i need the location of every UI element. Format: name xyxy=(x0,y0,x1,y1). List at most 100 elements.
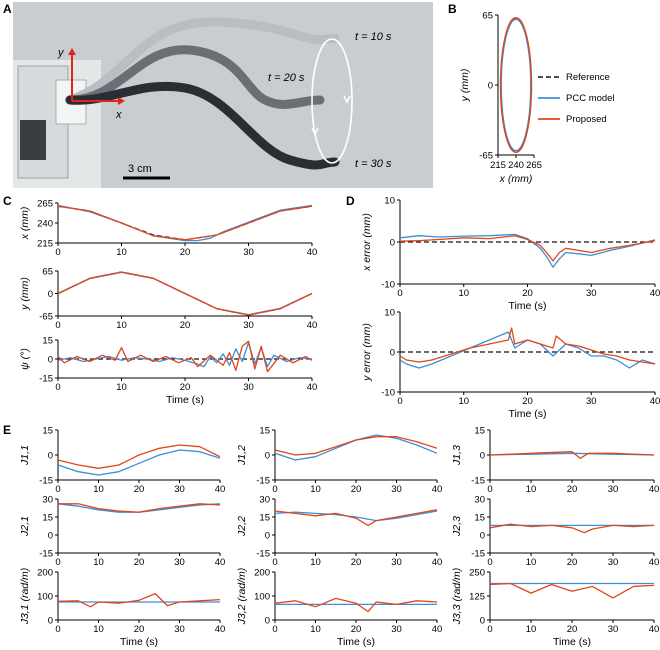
x-tick-label: 30 xyxy=(586,396,597,407)
series-pcc-model xyxy=(399,233,656,268)
x-tick-label: 10 xyxy=(93,557,104,568)
trajectory-arrow-down xyxy=(311,127,319,136)
y-tick-label: 15 xyxy=(42,513,53,524)
x-tick-label: 20 xyxy=(522,288,533,299)
x-tick-label: 0 xyxy=(55,557,60,568)
robot-photo: y x t = 10 s t = 20 s t = 30 s 3 cm xyxy=(13,2,433,188)
series-proposed xyxy=(489,451,655,459)
y-axis-label: J1,1 xyxy=(19,445,31,466)
x-tick-label: 30 xyxy=(608,557,619,568)
y-axis-label: J3,3 (rad/m) xyxy=(451,568,463,626)
x-tick-label: 20 xyxy=(351,484,362,495)
x-tick-label: 0 xyxy=(55,320,60,331)
chart-c2: 650-650 10 20 30 40y (mm) xyxy=(19,267,317,332)
x-tick-label: 40 xyxy=(649,484,660,495)
x-tick-label: 20 xyxy=(351,557,362,568)
y-tick-label: 100 xyxy=(254,592,270,603)
x-tick-label: 30 xyxy=(608,484,619,495)
y-tick-label: 0 xyxy=(480,451,485,462)
y-tick-label: 65 xyxy=(482,11,493,22)
y-tick-label: 0 xyxy=(390,238,395,249)
x-tick-label: 30 xyxy=(174,484,185,495)
y-tick-label: -15 xyxy=(256,476,270,487)
x-axis-label: Time (s) xyxy=(166,394,204,406)
x-tick-label: 265 xyxy=(526,160,542,171)
y-tick-label: 200 xyxy=(254,568,270,579)
x-tick-label: 20 xyxy=(567,484,578,495)
photo-y-label: y xyxy=(57,47,65,59)
x-tick-label: 20 xyxy=(134,484,145,495)
x-tick-label: 0 xyxy=(55,624,60,635)
x-tick-label: 30 xyxy=(608,624,619,635)
x-tick-label: 10 xyxy=(526,624,537,635)
x-tick-label: 40 xyxy=(432,484,443,495)
y-axis-label: J2,1 xyxy=(19,516,31,537)
y-tick-label: 0 xyxy=(265,451,270,462)
x-tick-label: 0 xyxy=(397,288,402,299)
y-tick-label: -15 xyxy=(39,476,53,487)
x-tick-label: 10 xyxy=(310,557,321,568)
x-tick-label: 0 xyxy=(55,484,60,495)
x-tick-label: 0 xyxy=(487,624,492,635)
y-tick-label: -15 xyxy=(39,549,53,560)
y-tick-label: 0 xyxy=(48,289,53,300)
legend: Reference PCC model Proposed xyxy=(538,72,615,125)
x-tick-label: 40 xyxy=(215,484,226,495)
series-proposed xyxy=(399,327,656,365)
y-axis-label: J1,3 xyxy=(451,445,463,466)
legend-label-proposed: Proposed xyxy=(566,114,607,125)
x-tick-label: 40 xyxy=(649,557,660,568)
x-tick-label: 0 xyxy=(55,382,60,393)
y-axis-label: x error (mm) xyxy=(361,213,373,272)
series-pcc-model xyxy=(57,204,313,242)
x-tick-label: 0 xyxy=(487,557,492,568)
series-proposed xyxy=(499,16,533,154)
x-tick-label: 20 xyxy=(567,557,578,568)
y-axis-label: y error (mm) xyxy=(361,323,373,382)
y-tick-label: -15 xyxy=(39,374,53,385)
y-axis-label: J2,3 xyxy=(451,516,463,537)
series-proposed xyxy=(399,235,656,262)
y-tick-label: 100 xyxy=(37,592,53,603)
series-proposed xyxy=(57,592,221,608)
x-tick-label: 30 xyxy=(243,320,254,331)
x-tick-label: 40 xyxy=(650,396,660,407)
y-tick-label: 30 xyxy=(42,495,53,506)
series-proposed xyxy=(57,205,313,241)
y-tick-label: -10 xyxy=(381,280,395,291)
y-tick-label: 0 xyxy=(48,616,53,627)
legend-label-reference: Reference xyxy=(566,72,610,83)
panel-letter-c: C xyxy=(3,194,12,208)
x-tick-label: 20 xyxy=(522,396,533,407)
y-axis-label: ψ (°) xyxy=(19,348,31,370)
chart-e32: 200 100 00 10 20 30 40 Time (s) J3,2 (rad/m) xyxy=(236,568,442,649)
robot-arm-t10 xyxy=(65,17,340,105)
series-pcc-model xyxy=(274,510,438,522)
y-tick-label: -65 xyxy=(479,151,493,162)
x-tick-label: 30 xyxy=(174,624,185,635)
y-tick-label: 10 xyxy=(384,308,395,319)
y-tick-label: 15 xyxy=(259,513,270,524)
x-tick-label: 30 xyxy=(391,484,402,495)
x-tick-label: 10 xyxy=(310,484,321,495)
y-tick-label: 15 xyxy=(42,336,53,347)
y-axis-label: J1,2 xyxy=(236,445,248,466)
x-axis-label: x (mm) xyxy=(499,173,533,185)
y-tick-label: 200 xyxy=(37,568,53,579)
y-tick-label: 215 xyxy=(37,239,53,250)
series-proposed xyxy=(489,582,655,599)
series-reference xyxy=(57,205,313,241)
y-tick-label: 0 xyxy=(265,531,270,542)
x-axis-label: Time (s) xyxy=(508,408,546,420)
x-axis-label: Time (s) xyxy=(508,300,546,312)
scale-bar-label: 3 cm xyxy=(128,163,152,175)
